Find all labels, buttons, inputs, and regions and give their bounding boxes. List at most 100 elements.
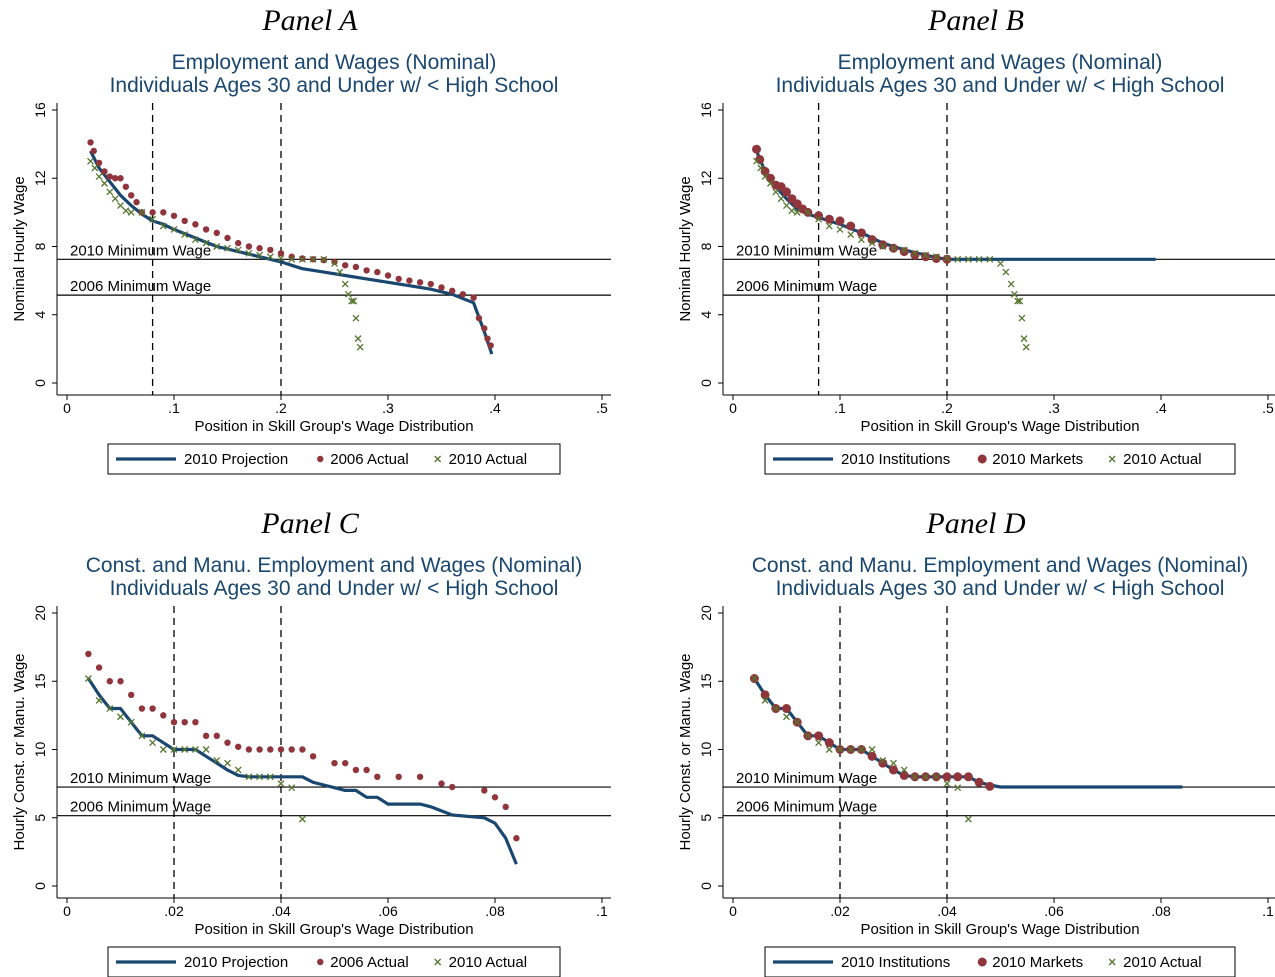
series-dot bbox=[487, 342, 494, 349]
series-dot bbox=[224, 234, 231, 242]
series-x-mark bbox=[932, 773, 940, 781]
series-x-mark bbox=[1018, 314, 1026, 322]
x-axis-title: Position in Skill Group's Wage Distribut… bbox=[194, 418, 473, 435]
series-x-mark bbox=[127, 208, 135, 216]
legend-label: 2010 Markets bbox=[992, 954, 1083, 971]
series-x-mark bbox=[932, 253, 940, 261]
series-x-mark bbox=[766, 179, 774, 187]
legend-label: 2006 Actual bbox=[330, 954, 408, 971]
series-dot bbox=[122, 183, 130, 190]
x-tick-label: .06 bbox=[378, 903, 398, 919]
series-x-mark bbox=[857, 746, 865, 753]
series-dot bbox=[824, 214, 834, 224]
series-x-mark bbox=[900, 766, 908, 774]
legend-key-dot bbox=[317, 958, 324, 966]
x-tick-label: .04 bbox=[937, 903, 957, 919]
series-dot bbox=[921, 252, 931, 262]
series-x-mark bbox=[95, 696, 103, 704]
x-tick-label: .3 bbox=[1048, 400, 1060, 416]
series-dot bbox=[449, 783, 456, 791]
series-dot bbox=[192, 221, 199, 228]
series-dot bbox=[117, 175, 124, 182]
series-x-mark bbox=[793, 718, 801, 726]
series-x-mark bbox=[100, 179, 108, 187]
y-tick-label: 15 bbox=[698, 673, 714, 689]
legend-box bbox=[764, 443, 1236, 475]
series-x-mark bbox=[149, 215, 157, 223]
chart-title: Const. and Manu. Employment and Wages (N… bbox=[752, 554, 1248, 577]
series-dot bbox=[782, 187, 791, 197]
series-x-mark bbox=[836, 225, 844, 233]
series-dot bbox=[267, 246, 274, 254]
x-tick-label: .5 bbox=[1262, 400, 1274, 416]
panel-label: Panel C bbox=[260, 507, 359, 540]
y-axis-title: Nominal Hourly Wage bbox=[11, 176, 28, 321]
series-x-mark bbox=[954, 255, 962, 263]
series-dot bbox=[245, 243, 253, 250]
series-line bbox=[89, 150, 494, 355]
series-x-mark bbox=[277, 254, 285, 262]
series-dot bbox=[878, 758, 888, 768]
series-x-mark bbox=[911, 249, 919, 257]
series-dot bbox=[202, 732, 210, 740]
chart-panel-2: Panel B Employment and Wages (Nominal)Ind… bbox=[677, 4, 1275, 475]
series-x-mark bbox=[122, 207, 130, 215]
series-dot bbox=[449, 287, 456, 295]
legend-label: 2010 Actual bbox=[449, 954, 527, 971]
series-x-mark bbox=[138, 208, 146, 216]
y-tick-label: 8 bbox=[32, 242, 48, 250]
series-dot bbox=[985, 781, 995, 791]
series-dot bbox=[363, 766, 370, 774]
y-tick-label: 12 bbox=[698, 170, 714, 186]
y-tick-label: 10 bbox=[698, 742, 714, 758]
series-x-mark bbox=[331, 260, 338, 268]
x-tick-label: 0 bbox=[63, 903, 71, 919]
legend-key-x bbox=[434, 455, 442, 463]
series-dot bbox=[470, 294, 477, 301]
series-dot bbox=[170, 719, 178, 726]
series-dot bbox=[867, 235, 877, 245]
series-x-mark bbox=[804, 208, 812, 216]
series-x-mark bbox=[943, 780, 951, 788]
series-x-mark bbox=[106, 705, 114, 713]
series-x-mark bbox=[922, 773, 930, 781]
series-dot bbox=[974, 777, 984, 787]
series-dot bbox=[513, 835, 520, 842]
series-line bbox=[753, 677, 1183, 789]
series-x-mark bbox=[191, 746, 199, 753]
series-dot bbox=[406, 277, 413, 284]
x-axis-title: Position in Skill Group's Wage Distribut… bbox=[860, 418, 1139, 435]
series-dot bbox=[374, 268, 381, 276]
series-x-mark bbox=[783, 713, 790, 721]
chart-panel-1: Panel A Employment and Wages (Nominal)Ind… bbox=[11, 4, 611, 475]
series-x-mark bbox=[783, 202, 790, 210]
series-dot bbox=[149, 705, 156, 712]
series-dot bbox=[95, 664, 103, 671]
series-dot bbox=[213, 732, 220, 740]
x-tick-label: .1 bbox=[1262, 903, 1274, 919]
y-tick-label: 10 bbox=[32, 742, 48, 758]
series-x-mark bbox=[127, 718, 135, 726]
x-tick-label: 0 bbox=[729, 903, 737, 919]
y-tick-label: 5 bbox=[698, 814, 714, 822]
y-tick-label: 4 bbox=[698, 311, 714, 319]
legend-box bbox=[107, 443, 561, 475]
series-dot bbox=[856, 228, 866, 238]
series-x-mark bbox=[1022, 343, 1030, 351]
series-dot bbox=[427, 280, 434, 288]
x-axis-title: Position in Skill Group's Wage Distribut… bbox=[194, 921, 473, 938]
series-x-mark bbox=[986, 255, 994, 263]
series-x-mark bbox=[202, 746, 210, 753]
series-dot bbox=[181, 217, 188, 225]
series-dot bbox=[782, 704, 791, 714]
series-x-mark bbox=[344, 290, 352, 298]
series-dot bbox=[824, 738, 834, 748]
series-x-mark bbox=[788, 207, 796, 215]
minimum-wage-label: 2006 Minimum Wage bbox=[70, 278, 211, 295]
y-tick-label: 15 bbox=[32, 673, 48, 689]
series-dot bbox=[416, 773, 424, 780]
series-dot bbox=[213, 229, 220, 237]
series-dot bbox=[395, 275, 402, 283]
y-axis-title: Nominal Hourly Wage bbox=[677, 176, 694, 321]
series-x-mark bbox=[836, 746, 844, 753]
